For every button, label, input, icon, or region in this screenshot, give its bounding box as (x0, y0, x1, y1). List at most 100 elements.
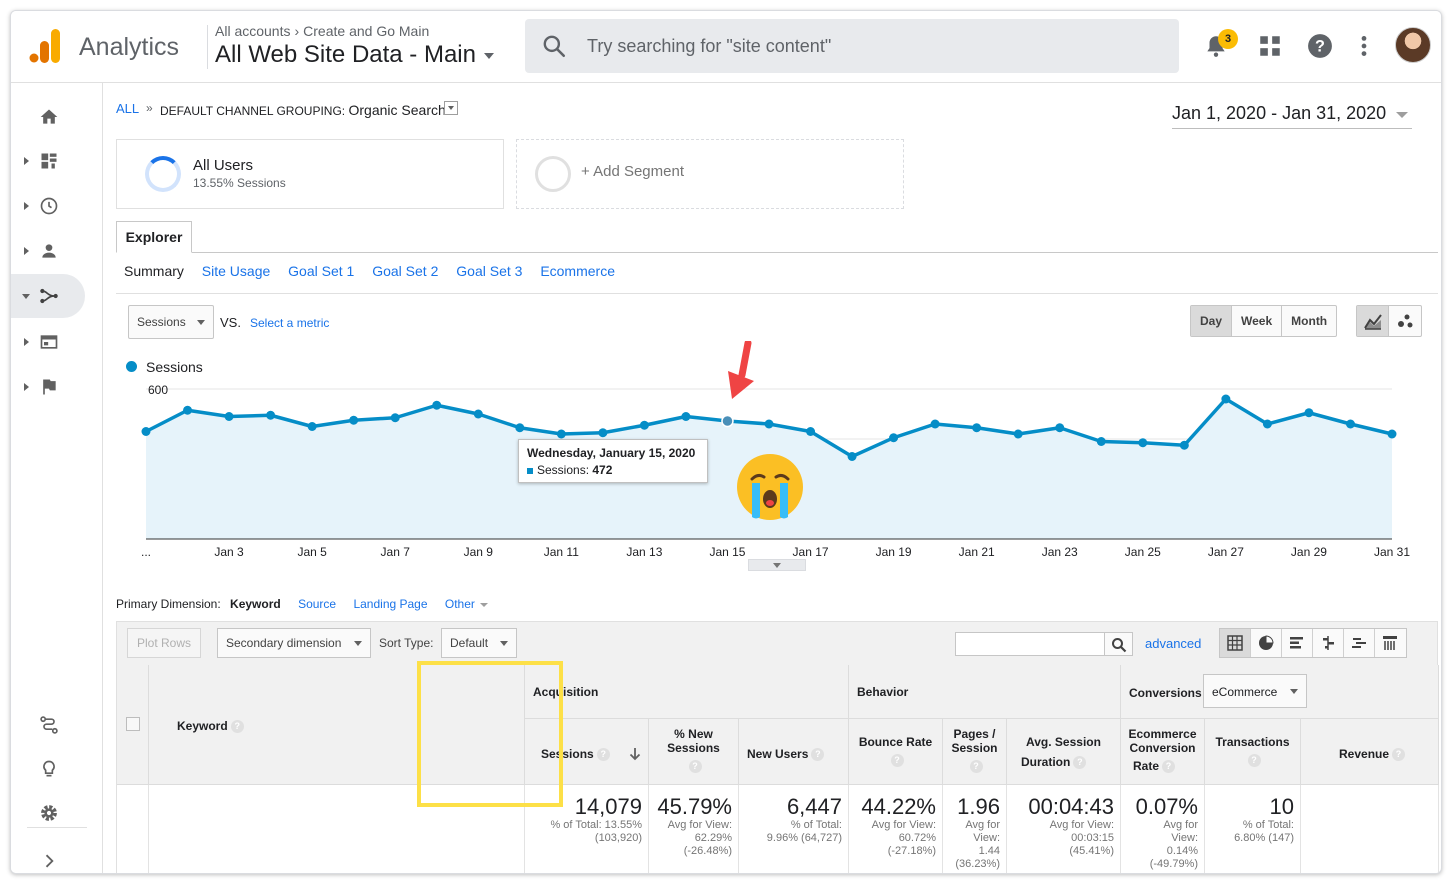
dimension-source-link[interactable]: Source (298, 597, 337, 611)
help-icon[interactable]: ? (1073, 756, 1087, 770)
nav-acquisition[interactable] (11, 274, 85, 318)
data-table-view-button[interactable] (1220, 629, 1251, 657)
apps-grid-icon[interactable] (1257, 33, 1283, 59)
help-icon[interactable]: ? (230, 720, 244, 734)
nav-admin[interactable] (11, 791, 103, 835)
help-icon[interactable]: ? (1162, 760, 1176, 774)
date-range-label: Jan 1, 2020 - Jan 31, 2020 (1172, 103, 1387, 123)
tooltip-swatch (527, 467, 533, 474)
nav-discover[interactable] (11, 747, 103, 791)
add-segment-button[interactable]: + Add Segment (516, 139, 904, 209)
subtab-site-usage[interactable]: Site Usage (201, 263, 271, 279)
period-month-button[interactable]: Month (1291, 314, 1328, 328)
pivot-view-button[interactable] (1375, 629, 1406, 657)
data-point (266, 410, 276, 420)
pie-view-button[interactable] (1251, 629, 1282, 657)
person-icon (42, 244, 56, 258)
pages-header-line1: Pages / (953, 727, 996, 741)
select-metric-link[interactable]: Select a metric (250, 316, 330, 330)
help-icon[interactable]: ? (969, 760, 983, 774)
performance-view-button[interactable] (1282, 629, 1313, 657)
data-point (1262, 419, 1272, 429)
help-icon[interactable]: ? (688, 760, 702, 774)
pct-new-sessions-column-header[interactable]: % New Sessions ? (649, 719, 739, 785)
totals-duration-cell: 00:04:43 Avg for View: 00:03:15 (45.41%) (1007, 785, 1121, 873)
bounce-rate-column-header[interactable]: Bounce Rate ? (849, 719, 943, 785)
nav-home[interactable] (11, 95, 103, 139)
sort-descending-icon[interactable] (629, 747, 641, 761)
analytics-logo-icon[interactable] (29, 29, 61, 63)
avatar[interactable] (1395, 27, 1431, 63)
search-input[interactable] (587, 33, 1147, 59)
data-point (847, 452, 857, 461)
view-selector[interactable]: All Web Site Data - Main (215, 41, 494, 69)
keyword-header[interactable]: Keyword? (149, 665, 525, 785)
nav-behavior[interactable] (11, 320, 103, 364)
comparison-view-button[interactable] (1313, 629, 1344, 657)
help-icon[interactable]: ? (596, 748, 610, 762)
help-icon[interactable]: ? (811, 748, 825, 762)
dimension-other-dropdown[interactable]: Other (445, 597, 488, 611)
term-cloud-view-button[interactable] (1344, 629, 1375, 657)
crumb-account[interactable]: All accounts (215, 23, 291, 39)
subtab-ecommerce[interactable]: Ecommerce (540, 263, 615, 279)
more-vert-icon[interactable] (1351, 33, 1377, 59)
segment-all-users[interactable]: All Users 13.55% Sessions (116, 139, 504, 209)
table-filter-input[interactable] (955, 632, 1105, 656)
crumb-property[interactable]: Create and Go Main (303, 23, 430, 39)
date-range-picker[interactable]: Jan 1, 2020 - Jan 31, 2020 (1172, 103, 1412, 129)
select-all-checkbox[interactable] (126, 717, 140, 731)
period-day-button[interactable]: Day (1191, 306, 1233, 336)
pages-session-column-header[interactable]: Pages / Session ? (943, 719, 1007, 785)
help-icon[interactable]: ? (890, 754, 904, 768)
data-point (1304, 408, 1314, 418)
avg-session-duration-column-header[interactable]: Avg. Session Duration? (1007, 719, 1121, 785)
sort-type-dropdown[interactable]: Default (441, 628, 517, 658)
tab-explorer[interactable]: Explorer (116, 221, 192, 253)
ecommerce-conversion-rate-column-header[interactable]: Ecommerce Conversion Rate? (1121, 719, 1205, 785)
secondary-dimension-dropdown[interactable]: Secondary dimension (217, 628, 371, 658)
data-point (349, 415, 359, 425)
metric-dropdown[interactable]: Sessions (128, 305, 214, 339)
new-users-column-header[interactable]: New Users? (739, 719, 849, 785)
pie-chart-icon (1259, 635, 1274, 650)
table-grid-icon (1227, 635, 1243, 651)
nav-audience[interactable] (11, 229, 103, 273)
breadcrumb-all-link[interactable]: ALL (116, 101, 140, 116)
conversion-type-dropdown[interactable]: eCommerce (1203, 674, 1307, 708)
dimension-keyword[interactable]: Keyword (230, 597, 281, 611)
subtab-summary[interactable]: Summary (124, 263, 184, 279)
data-point (556, 429, 566, 439)
subtab-goal-set-2[interactable]: Goal Set 2 (372, 263, 439, 279)
advanced-filter-link[interactable]: advanced (1145, 636, 1202, 651)
subtab-goal-set-1[interactable]: Goal Set 1 (288, 263, 355, 279)
help-icon[interactable]: ? (1307, 33, 1333, 59)
motion-chart-button[interactable] (1389, 306, 1421, 336)
legend-swatch (126, 361, 137, 372)
dimension-landing-page-link[interactable]: Landing Page (353, 597, 428, 611)
chart-type-toggle (1356, 305, 1422, 337)
help-icon[interactable]: ? (1247, 754, 1261, 768)
nav-attribution[interactable] (11, 703, 103, 747)
grouping-dropdown-button[interactable] (444, 101, 458, 115)
totals-pages-cell: 1.96 Avg for View: 1.44 (36.23%) (943, 785, 1007, 873)
plot-rows-button[interactable]: Plot Rows (127, 628, 201, 658)
transactions-column-header[interactable]: Transactions ? (1205, 719, 1301, 785)
duration-avg-label: Avg for View: (1049, 819, 1114, 831)
subtab-goal-set-3[interactable]: Goal Set 3 (456, 263, 523, 279)
nav-conversions[interactable] (11, 365, 103, 409)
data-point (598, 428, 608, 438)
line-chart-button[interactable] (1357, 306, 1389, 336)
table-filter-button[interactable] (1105, 632, 1133, 656)
sessions-column-header[interactable]: Sessions? (525, 719, 649, 785)
revenue-column-header[interactable]: Revenue? (1301, 719, 1439, 785)
account-breadcrumb[interactable]: All accounts › Create and Go Main (215, 23, 429, 39)
chart-expand-handle[interactable] (748, 559, 806, 571)
help-icon[interactable]: ? (1392, 748, 1406, 762)
ecom-avg: 0.14% (1166, 845, 1198, 857)
period-week-button[interactable]: Week (1232, 306, 1283, 336)
nav-customization[interactable] (11, 139, 103, 183)
nav-realtime[interactable] (11, 184, 103, 228)
nav-collapse[interactable] (11, 839, 103, 873)
search-bar[interactable] (525, 19, 1179, 73)
